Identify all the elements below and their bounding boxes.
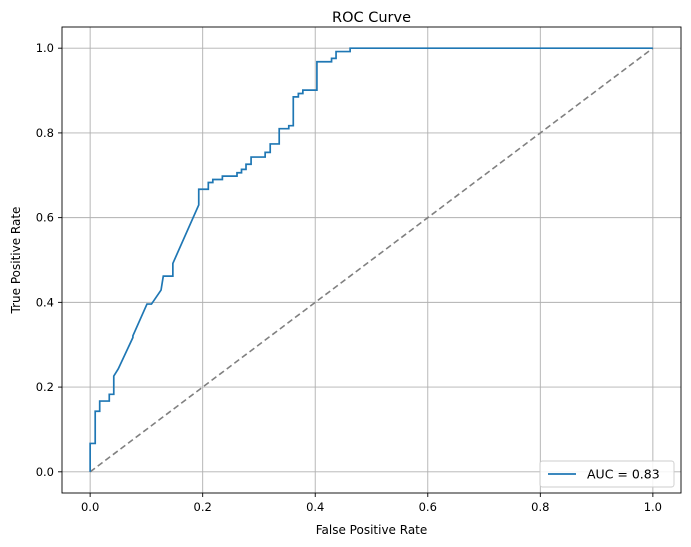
y-tick-label: 0.2 bbox=[36, 380, 54, 394]
legend-box bbox=[539, 460, 675, 488]
plot-frame bbox=[61, 26, 682, 494]
x-tick-label: 1.0 bbox=[644, 500, 662, 514]
ticks: 0.0 0.2 0.4 0.6 0.8 1.0 0.0 0.2 0.4 0.6 0.8 1.0 bbox=[36, 41, 662, 514]
x-tick-label: 0.6 bbox=[419, 500, 437, 514]
chart-title: ROC Curve bbox=[332, 10, 411, 26]
x-axis-label: False Positive Rate bbox=[316, 523, 428, 537]
y-tick-label: 0.4 bbox=[36, 295, 54, 309]
x-tick-label: 0.8 bbox=[531, 500, 549, 514]
series-layer bbox=[89, 47, 654, 473]
x-tick-label: 0.4 bbox=[306, 500, 324, 514]
y-axis-label: True Positive Rate bbox=[9, 207, 23, 315]
y-tick-label: 1.0 bbox=[36, 41, 54, 55]
legend-label: AUC = 0.83 bbox=[587, 467, 660, 482]
roc-curve-line bbox=[89, 47, 653, 472]
legend: AUC = 0.83 bbox=[539, 460, 675, 488]
y-tick-label: 0.8 bbox=[36, 126, 54, 140]
x-tick-label: 0.2 bbox=[194, 500, 212, 514]
y-tick-label: 0.0 bbox=[36, 465, 54, 479]
y-tick-label: 0.6 bbox=[36, 211, 54, 225]
x-tick-label: 0.0 bbox=[81, 500, 99, 514]
grid bbox=[62, 27, 681, 493]
diagonal-reference-line bbox=[89, 47, 654, 473]
